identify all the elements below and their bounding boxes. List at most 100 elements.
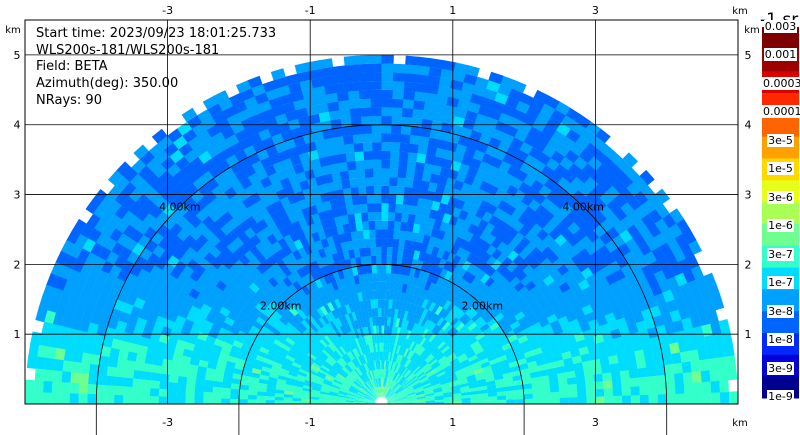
radar-gate xyxy=(115,320,128,333)
radar-gate xyxy=(288,283,298,295)
radar-gate xyxy=(342,382,351,388)
radar-gate xyxy=(263,214,275,227)
x-tick-label: 1 xyxy=(449,416,456,429)
radar-gate xyxy=(167,336,179,347)
radar-gate xyxy=(480,310,491,320)
radar-gate xyxy=(354,348,360,357)
radar-gate xyxy=(242,365,253,373)
radar-gate xyxy=(74,340,86,353)
radar-gate xyxy=(297,198,309,210)
radar-gate xyxy=(488,395,498,401)
radar-gate xyxy=(343,379,352,386)
radar-gate xyxy=(254,359,265,367)
radar-gate xyxy=(541,392,551,399)
radar-gate xyxy=(532,347,543,356)
radar-gate xyxy=(147,339,159,350)
radar-gate xyxy=(406,349,413,359)
radar-gate xyxy=(346,395,356,399)
radar-gate xyxy=(429,58,444,69)
radar-gate xyxy=(396,389,405,395)
radar-gate xyxy=(133,297,146,310)
radar-gate xyxy=(314,288,323,299)
radar-gate xyxy=(381,81,393,90)
radar-gate xyxy=(406,390,416,395)
radar-gate xyxy=(514,296,526,307)
radar-gate xyxy=(371,142,382,152)
radar-gate xyxy=(286,193,298,205)
radar-gate xyxy=(189,357,200,367)
radar-gate xyxy=(362,385,370,392)
radar-gate xyxy=(369,72,382,82)
radar-gate xyxy=(368,391,376,399)
radar-gate xyxy=(195,378,205,386)
radar-gate xyxy=(220,146,235,160)
radar-gate xyxy=(131,242,146,257)
radar-gate xyxy=(427,181,438,193)
radar-gate xyxy=(464,348,475,356)
radar-gate xyxy=(638,329,650,341)
radar-gate xyxy=(105,375,116,387)
radar-gate xyxy=(301,395,311,400)
radar-gate xyxy=(686,303,699,318)
radar-gate xyxy=(388,203,396,213)
radar-gate xyxy=(507,356,518,364)
radar-gate xyxy=(219,306,231,317)
radar-gate xyxy=(331,280,339,291)
radar-gate xyxy=(497,395,507,400)
radar-gate xyxy=(491,259,502,271)
radar-gate xyxy=(396,256,403,266)
radar-gate xyxy=(408,399,418,402)
radar-gate xyxy=(134,361,145,372)
radar-gate xyxy=(464,367,474,375)
radar-gate xyxy=(392,382,398,391)
radar-gate xyxy=(221,382,232,389)
radar-gate xyxy=(489,321,500,331)
radar-gate xyxy=(361,364,367,373)
radar-gate xyxy=(291,316,301,326)
radar-gate xyxy=(411,353,419,362)
radar-gate xyxy=(493,298,505,309)
radar-gate xyxy=(368,343,373,353)
radar-gate xyxy=(351,370,359,379)
radar-gate xyxy=(427,137,439,148)
radar-gate xyxy=(383,387,388,396)
radar-gate xyxy=(257,128,272,142)
radar-gate xyxy=(237,330,248,340)
radar-gate xyxy=(471,361,481,368)
radar-gate xyxy=(357,337,363,347)
radar-gate xyxy=(375,351,379,361)
radar-gate xyxy=(381,386,383,396)
radar-gate xyxy=(323,227,333,239)
radar-gate xyxy=(247,351,258,360)
radar-gate xyxy=(98,315,111,328)
radar-gate xyxy=(173,346,185,356)
radar-gate xyxy=(486,317,497,328)
radar-gate xyxy=(402,357,409,367)
radar-gate xyxy=(407,373,415,381)
radar-gate xyxy=(222,285,234,297)
radar-gate xyxy=(413,214,423,225)
radar-gate xyxy=(257,100,272,113)
radar-gate xyxy=(424,391,434,395)
radar-gate xyxy=(477,306,488,317)
radar-gate xyxy=(394,386,403,393)
radar-gate xyxy=(481,342,492,351)
radar-gate xyxy=(594,388,605,397)
radar-gate xyxy=(469,357,480,365)
radar-gate xyxy=(435,368,445,376)
radar-gate xyxy=(314,268,324,279)
radar-gate xyxy=(249,347,260,356)
radar-gate xyxy=(371,264,377,274)
radar-gate xyxy=(435,276,445,287)
radar-gate xyxy=(233,259,246,271)
radar-gate xyxy=(423,366,433,374)
radar-gate xyxy=(643,250,658,265)
radar-gate xyxy=(458,325,468,334)
radar-gate xyxy=(467,377,477,383)
radar-gate xyxy=(392,238,400,248)
radar-gate xyxy=(265,244,277,256)
radar-gate xyxy=(390,264,397,274)
radar-gate xyxy=(466,351,477,359)
radar-gate xyxy=(284,110,298,122)
radar-gate xyxy=(336,337,344,347)
